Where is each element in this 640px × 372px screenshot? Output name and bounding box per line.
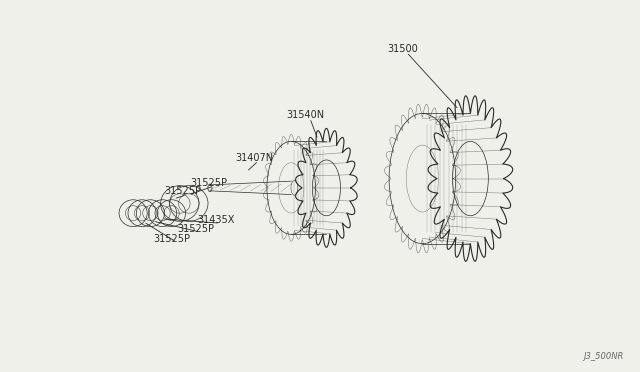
Text: 31407N: 31407N bbox=[236, 153, 274, 163]
Text: 31540N: 31540N bbox=[287, 110, 325, 120]
Text: 31435X: 31435X bbox=[197, 215, 234, 225]
Text: J3_500NR: J3_500NR bbox=[584, 352, 624, 361]
Text: 31500: 31500 bbox=[387, 44, 418, 54]
Text: 31525P: 31525P bbox=[164, 186, 201, 196]
Text: 31525P: 31525P bbox=[154, 234, 191, 244]
Text: 31525P: 31525P bbox=[177, 224, 214, 234]
Text: 31525P: 31525P bbox=[191, 178, 228, 188]
